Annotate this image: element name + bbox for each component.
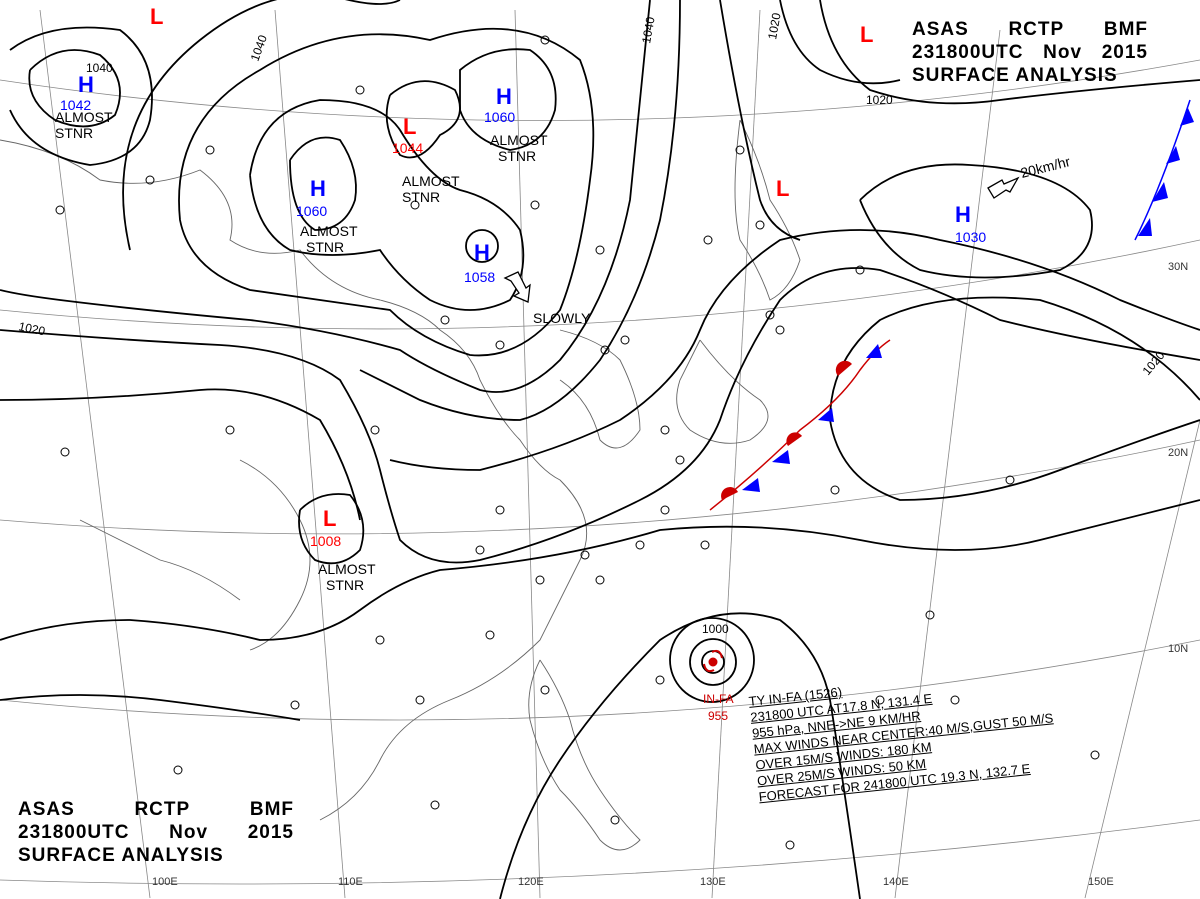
arrow-icon: [987, 176, 1020, 199]
low-value: 1044: [392, 140, 423, 156]
lat-label: 10N: [1168, 643, 1188, 655]
lat-label: 20N: [1168, 447, 1188, 459]
cold-front-barb: [1180, 108, 1194, 126]
lon-label: 110E: [338, 876, 363, 888]
high-value: 1030: [955, 229, 986, 245]
isobar-label-1040: 1040: [639, 15, 657, 44]
lon-label: 150E: [1088, 876, 1114, 888]
low-symbol: L: [776, 176, 789, 201]
coastlines: [0, 119, 801, 851]
graticule: [0, 9, 1200, 899]
low-symbol: L: [323, 506, 336, 531]
header-year: 2015: [247, 822, 294, 843]
high-value: 1058: [464, 269, 495, 285]
cold-front-barb: [818, 408, 834, 422]
low-symbol: L: [150, 4, 163, 29]
isobar-label-1020: 1020: [17, 319, 46, 338]
lon-label: 100E: [152, 876, 178, 888]
header-time: 231800UTC: [912, 42, 1024, 63]
high-symbol: H: [496, 84, 512, 109]
header-code: BMF: [1103, 19, 1148, 40]
high-value: 1042: [60, 97, 91, 113]
high-symbol: H: [474, 240, 490, 265]
header-agency: ASAS: [18, 799, 75, 820]
lon-label: 140E: [883, 876, 909, 888]
chart-header-bottom: ASAS RCTP BMF 231800UTC Nov 2015 SURFACE ANA…: [18, 798, 294, 867]
chart-header-top: ASAS RCTP BMF 231800UTC Nov 2015 SURFACE ANA…: [912, 18, 1148, 87]
warm-front-barb: [786, 432, 802, 446]
almost-stnr-l2: STNR: [55, 125, 93, 141]
typhoon-name: IN-FA: [703, 692, 734, 706]
warm-front-barb: [835, 360, 852, 376]
annotations: ALMOST STNR ALMOST STNR ALMOST STNR ALMOST S…: [17, 11, 1167, 723]
cold-front-barb: [742, 478, 760, 492]
lat-label: 30N: [1168, 261, 1188, 273]
isobar-label-1020: 1020: [765, 11, 783, 40]
almost-stnr-label: ALMOST STNR: [300, 223, 358, 255]
header-month: Nov: [169, 822, 209, 843]
low-value: 1008: [310, 533, 341, 549]
almost-stnr-label: ALMOST STNR: [402, 173, 460, 205]
high-symbol: H: [310, 176, 326, 201]
station-markers: [55, 35, 1100, 850]
header-station: RCTP: [134, 799, 191, 820]
high-value: 1060: [484, 109, 515, 125]
high-symbol: H: [78, 72, 94, 97]
warm-front-barb: [721, 487, 738, 500]
header-title: SURFACE ANALYSIS: [18, 845, 224, 866]
low-symbol: L: [403, 114, 416, 139]
header-time: 231800UTC: [18, 822, 130, 843]
high-value: 1060: [296, 203, 327, 219]
isobar-label-1020: 1020: [866, 93, 893, 107]
low-symbol: L: [860, 22, 873, 47]
almost-stnr-l1: ALMOST: [55, 109, 113, 125]
almost-stnr-label: ALMOST STNR: [490, 132, 548, 164]
header-year: 2015: [1101, 42, 1148, 63]
header-title: SURFACE ANALYSIS: [912, 65, 1118, 86]
cold-front-barb: [1152, 182, 1168, 202]
cold-front-barb: [1166, 146, 1180, 164]
typhoon-pressure: 955: [708, 709, 728, 723]
header-agency: ASAS: [912, 19, 969, 40]
cold-front-barb: [1138, 218, 1152, 236]
almost-stnr-label: ALMOST STNR: [318, 561, 376, 593]
motion-arrows: [503, 176, 1020, 303]
header-code: BMF: [249, 799, 294, 820]
grid-labels: 100E 110E 120E 130E 140E 150E 30N 20N 10…: [152, 261, 1188, 888]
isobar-label-1040: 1040: [86, 61, 113, 75]
fronts: [709, 99, 1194, 511]
cold-front-barb: [772, 450, 790, 464]
header-station: RCTP: [1008, 19, 1065, 40]
almost-stnr-label: ALMOST STNR: [55, 109, 113, 141]
lon-label: 120E: [518, 876, 544, 888]
high-symbol: H: [955, 202, 971, 227]
typhoon-symbol: [703, 649, 723, 673]
isobar-label-1000: 1000: [702, 622, 729, 636]
cold-front-barb: [866, 344, 882, 358]
arrow-icon: [503, 271, 531, 303]
slowly-label: SLOWLY: [533, 310, 591, 326]
lon-label: 130E: [700, 876, 726, 888]
pressure-systems: L H 1042 L 1044 H 1060 H 1060 H 1058 L 1…: [60, 4, 986, 549]
header-month: Nov: [1043, 42, 1083, 63]
